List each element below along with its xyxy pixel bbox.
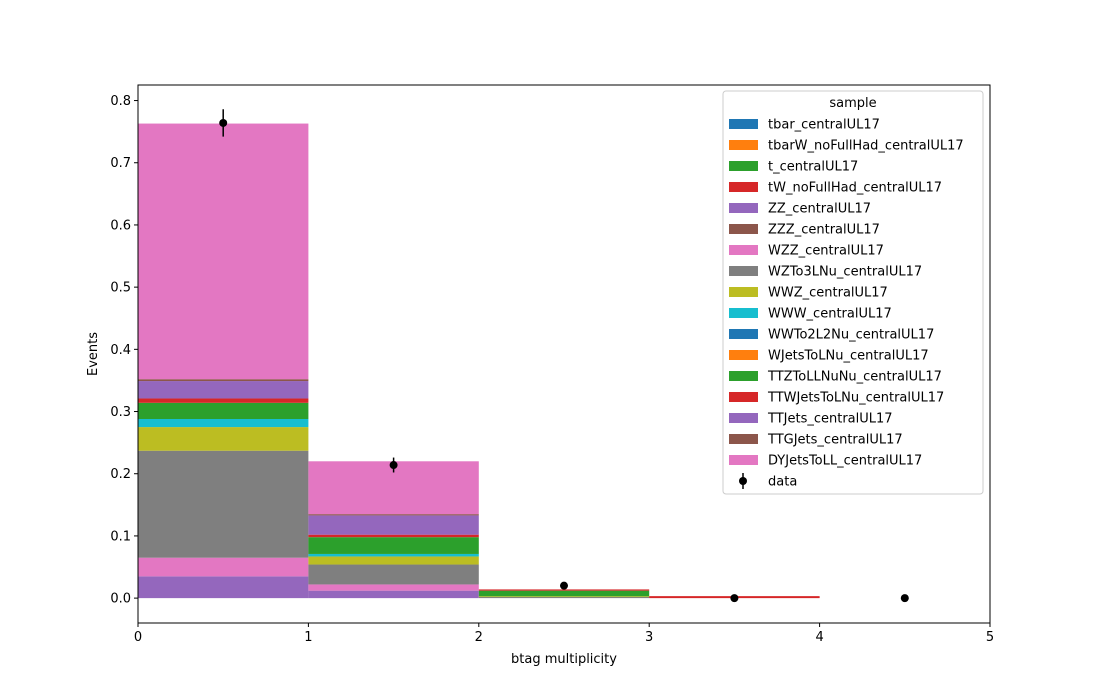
legend-swatch (729, 350, 758, 360)
legend-box (722, 90, 984, 495)
legend-label: tbarW_noFullHad_centralUL17 (768, 139, 964, 154)
bar-segment (478, 589, 650, 591)
legend-swatch (729, 329, 758, 339)
y-tick-label: 0.7 (110, 156, 131, 171)
data-points (219, 109, 909, 603)
x-tick-label: 1 (304, 630, 312, 645)
y-tick-label: 0.6 (110, 218, 131, 233)
legend-swatch (729, 119, 758, 129)
legend-swatch (729, 392, 758, 402)
legend-swatch (729, 287, 758, 297)
data-point (730, 594, 739, 603)
legend-label: ZZZ_centralUL17 (768, 223, 880, 238)
bar-segment (308, 584, 479, 591)
legend-swatch (729, 455, 758, 465)
legend-label: DYJetsToLL_centralUL17 (768, 454, 922, 469)
y-tick-label: 0.1 (110, 529, 131, 544)
x-tick-label: 3 (645, 630, 653, 645)
bar-segment (308, 564, 479, 585)
bar-segment (138, 450, 309, 558)
y-tick-label: 0.0 (110, 592, 131, 607)
legend-items: tbar_centralUL17 tbarW_noFullHad_centralU… (729, 118, 964, 490)
y-tick-label: 0.8 (110, 94, 131, 109)
legend-swatch (729, 161, 758, 171)
y-tick-label: 0.5 (110, 281, 131, 296)
y-tick-label: 0.2 (110, 467, 131, 482)
legend-label: TTGJets_centralUL17 (767, 433, 903, 448)
legend-label: WWW_centralUL17 (768, 307, 892, 322)
bar-segment (138, 398, 309, 403)
x-axis: 0 1 2 3 4 5 (134, 623, 994, 645)
legend-label: WJetsToLNu_centralUL17 (768, 349, 929, 364)
legend-swatch (729, 413, 758, 423)
bar-segment (308, 590, 479, 599)
legend-title: sample (829, 96, 876, 111)
legend-swatch (729, 266, 758, 276)
bar-segment (478, 590, 650, 597)
bar-segment (308, 514, 479, 516)
legend-swatch (729, 224, 758, 234)
data-point (389, 461, 398, 470)
legend-label: WZZ_centralUL17 (768, 244, 884, 259)
legend-swatch (729, 182, 758, 192)
legend-label: ZZ_centralUL17 (768, 202, 871, 217)
legend-swatch (729, 308, 758, 318)
y-tick-label: 0.4 (110, 343, 131, 358)
histogram-bars (138, 123, 820, 599)
legend-label: TTJets_centralUL17 (767, 412, 893, 427)
bar-segment (308, 537, 479, 554)
bar-segment (138, 123, 309, 380)
y-tick-label: 0.3 (110, 405, 131, 420)
bar-segment (138, 402, 309, 419)
legend-data-marker (739, 477, 747, 485)
x-axis-title: btag multiplicity (511, 652, 617, 667)
bar-segment (138, 418, 309, 428)
legend-label: tW_noFullHad_centralUL17 (768, 181, 942, 196)
data-point (560, 581, 568, 590)
legend-label: TTWJetsToLNu_centralUL17 (767, 391, 944, 406)
legend-label: WWZ_centralUL17 (768, 286, 888, 301)
legend-swatch (729, 245, 758, 255)
legend: sample tbar_centralUL17 tbarW_noFullHad_c… (722, 90, 984, 495)
legend-label: WWTo2L2Nu_centralUL17 (768, 328, 934, 343)
data-point (219, 118, 228, 127)
legend-label: tbar_centralUL17 (768, 118, 880, 133)
bar-segment (138, 557, 309, 577)
bar-segment (138, 381, 309, 399)
x-tick-label: 5 (986, 630, 994, 645)
bar-segment (138, 379, 309, 382)
x-tick-label: 2 (475, 630, 483, 645)
legend-swatch (729, 434, 758, 444)
bar-segment (308, 534, 479, 538)
y-axis-title: Events (86, 332, 101, 376)
bar-segment (308, 553, 479, 557)
data-point (900, 594, 909, 603)
legend-label: data (768, 475, 797, 490)
legend-swatch (729, 140, 758, 150)
bar-segment (478, 596, 650, 598)
legend-label: t_centralUL17 (768, 160, 858, 175)
bar-segment (138, 576, 309, 599)
bar-segment (308, 515, 479, 535)
legend-label: WZTo3LNu_centralUL17 (768, 265, 922, 280)
x-tick-label: 0 (134, 630, 142, 645)
x-tick-label: 4 (815, 630, 823, 645)
legend-swatch (729, 371, 758, 381)
plot-area-frame (137, 84, 991, 624)
bar-segment (308, 556, 479, 565)
bar-segment (138, 427, 309, 451)
legend-label: TTZToLLNuNu_centralUL17 (767, 370, 942, 385)
legend-swatch (729, 203, 758, 213)
y-axis: 0.0 0.1 0.2 0.3 0.4 0.5 0.6 0.7 0.8 (110, 94, 138, 607)
bar-segment (478, 596, 650, 599)
